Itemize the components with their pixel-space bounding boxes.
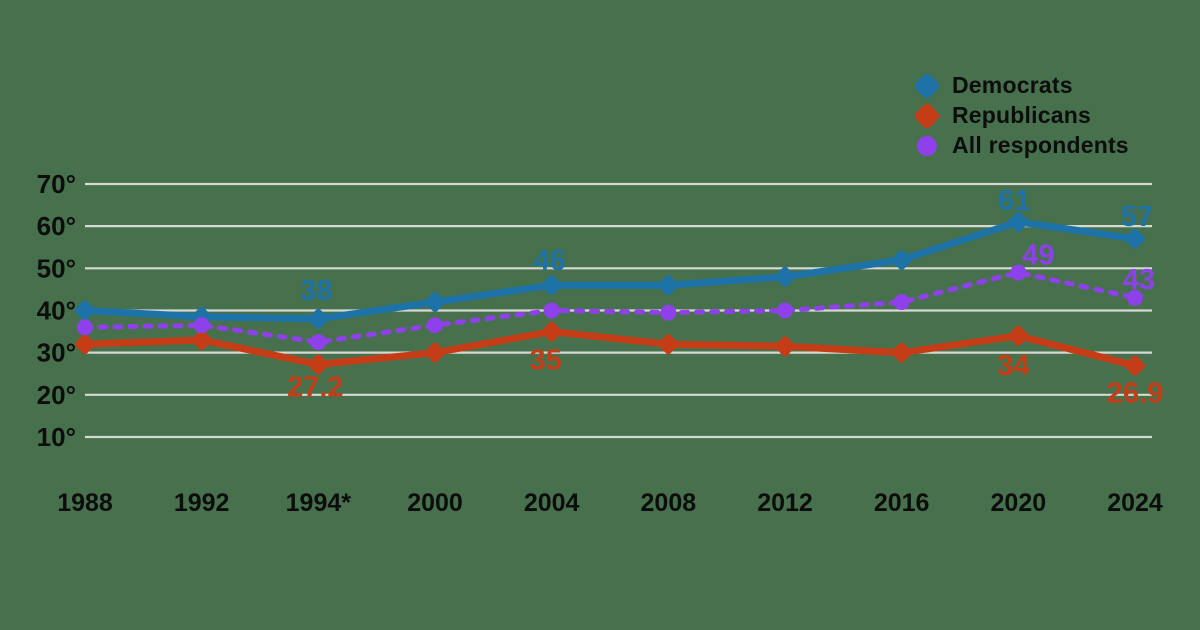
marker-democrats xyxy=(891,249,912,270)
point-label-all-respondents: 49 xyxy=(1022,240,1054,272)
x-axis-tick-label: 1994* xyxy=(286,489,352,517)
marker-democrats xyxy=(1008,211,1029,233)
democrats-diamond-icon xyxy=(912,71,942,100)
x-axis-tick-label: 2020 xyxy=(991,489,1047,517)
marker-republicans xyxy=(1008,325,1029,346)
series-line-all-respondents xyxy=(82,270,1138,345)
legend-label-republicans: Republicans xyxy=(952,102,1091,128)
y-axis-tick-label: 70° xyxy=(37,169,76,199)
marker-all-respondents xyxy=(310,334,327,351)
marker-democrats xyxy=(774,266,796,287)
marker-republicans xyxy=(891,342,912,363)
marker-republicans xyxy=(774,336,796,357)
marker-all-respondents xyxy=(660,304,677,321)
marker-republicans xyxy=(1124,355,1146,376)
legend-item-democrats: Democrats xyxy=(912,71,1129,100)
x-axis-tick-label: 1988 xyxy=(57,489,113,517)
point-label-republicans: 27.2 xyxy=(287,371,343,403)
point-label-republicans: 35 xyxy=(530,345,562,377)
marker-democrats xyxy=(541,275,562,296)
series-line-democrats xyxy=(81,218,1139,323)
marker-democrats xyxy=(658,275,679,296)
x-axis-tick-label: 2000 xyxy=(407,489,463,517)
y-axis-tick-label: 20° xyxy=(37,380,76,410)
marker-republicans xyxy=(424,342,446,363)
y-axis-tick-label: 60° xyxy=(37,211,76,241)
marker-all-respondents xyxy=(777,302,793,319)
point-label-democrats: 46 xyxy=(534,245,566,277)
marker-republicans xyxy=(74,334,96,355)
marker-all-respondents xyxy=(543,302,560,319)
point-label-democrats: 38 xyxy=(300,275,332,307)
point-label-all-respondents: 43 xyxy=(1123,264,1155,296)
republicans-diamond-icon xyxy=(912,101,942,130)
x-axis-tick-label: 2004 xyxy=(524,489,580,517)
marker-republicans xyxy=(658,334,679,355)
marker-republicans xyxy=(541,321,562,342)
x-axis-tick-label: 2012 xyxy=(757,489,813,517)
y-axis-tick-label: 10° xyxy=(37,422,76,452)
legend: Democrats Republicans All respondents xyxy=(912,71,1129,158)
point-label-republicans: 34 xyxy=(997,350,1029,382)
marker-all-respondents xyxy=(77,319,93,336)
marker-democrats xyxy=(1124,228,1146,249)
point-label-democrats: 61 xyxy=(998,185,1030,217)
all-respondents-circle-icon xyxy=(917,135,937,156)
point-label-republicans: 26.9 xyxy=(1107,378,1163,410)
x-axis-tick-label: 2008 xyxy=(641,489,697,517)
marker-republicans xyxy=(191,329,212,351)
marker-all-respondents xyxy=(193,317,210,334)
series-line-republicans xyxy=(81,328,1139,370)
y-axis-tick-label: 30° xyxy=(37,338,76,368)
legend-item-all-respondents: All respondents xyxy=(917,132,1129,158)
marker-republicans xyxy=(308,354,329,375)
legend-label-all-respondents: All respondents xyxy=(952,132,1129,158)
y-axis-tick-label: 40° xyxy=(37,295,76,325)
marker-democrats xyxy=(74,300,96,321)
marker-all-respondents xyxy=(1127,289,1143,306)
marker-all-respondents xyxy=(1010,264,1027,281)
x-axis-tick-label: 1992 xyxy=(174,489,230,517)
legend-item-republicans: Republicans xyxy=(912,101,1129,130)
marker-democrats xyxy=(308,308,329,329)
legend-label-democrats: Democrats xyxy=(952,72,1073,98)
marker-all-respondents xyxy=(893,294,910,311)
x-axis-tick-label: 2016 xyxy=(874,489,930,517)
point-label-democrats: 57 xyxy=(1121,201,1153,233)
x-axis-tick-label: 2024 xyxy=(1107,489,1163,517)
marker-democrats xyxy=(424,291,446,313)
y-axis-tick-label: 50° xyxy=(37,253,76,283)
marker-all-respondents xyxy=(427,317,443,334)
